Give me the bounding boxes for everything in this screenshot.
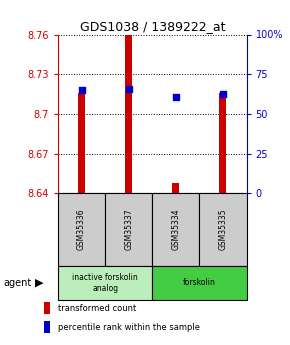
Point xyxy=(126,86,131,91)
Text: ▶: ▶ xyxy=(35,278,43,288)
Text: percentile rank within the sample: percentile rank within the sample xyxy=(58,323,200,332)
Text: forskolin: forskolin xyxy=(183,278,216,287)
Text: agent: agent xyxy=(3,278,31,288)
Title: GDS1038 / 1389222_at: GDS1038 / 1389222_at xyxy=(79,20,225,33)
Text: GSM35334: GSM35334 xyxy=(171,209,180,250)
Bar xyxy=(105,193,152,266)
Bar xyxy=(44,322,50,333)
Point xyxy=(221,91,225,97)
Bar xyxy=(152,266,246,300)
Bar xyxy=(58,193,105,266)
Bar xyxy=(220,93,226,193)
Bar xyxy=(125,27,132,193)
Text: GSM35335: GSM35335 xyxy=(218,209,227,250)
Bar xyxy=(78,93,85,193)
Text: GSM35337: GSM35337 xyxy=(124,209,133,250)
Point xyxy=(173,94,178,99)
Text: GSM35336: GSM35336 xyxy=(77,209,86,250)
Bar xyxy=(44,303,50,314)
Bar xyxy=(152,193,200,266)
Text: inactive forskolin
analog: inactive forskolin analog xyxy=(72,273,138,293)
Bar xyxy=(200,193,246,266)
Bar xyxy=(172,183,179,193)
Point xyxy=(79,87,84,93)
Bar xyxy=(58,266,152,300)
Text: transformed count: transformed count xyxy=(58,304,136,313)
